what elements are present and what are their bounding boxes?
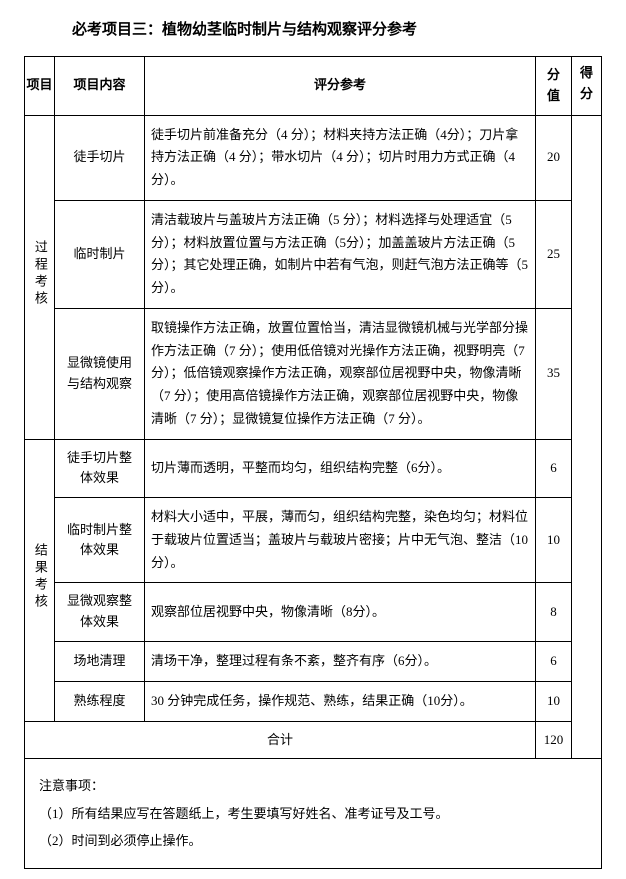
- detail-cell: 清洁载玻片与盖玻片方法正确（5 分）；材料选择与处理适宜（5 分）；材料放置位置…: [145, 200, 536, 308]
- detail-cell: 取镜操作方法正确，放置位置恰当，清洁显微镜机械与光学部分操作方法正确（7 分）；…: [145, 308, 536, 439]
- table-row: 熟练程度30 分钟完成任务，操作规范、熟练，结果正确（10分）。10: [25, 681, 602, 721]
- category-label: 结果考核: [29, 543, 50, 611]
- item-cell: 熟练程度: [55, 681, 145, 721]
- score-cell: 35: [536, 308, 572, 439]
- detail-cell: 切片薄而透明，平整而均匀，组织结构完整（6分）。: [145, 439, 536, 498]
- score-cell: 25: [536, 200, 572, 308]
- item-cell: 场地清理: [55, 642, 145, 682]
- table-row: 临时制片清洁载玻片与盖玻片方法正确（5 分）；材料选择与处理适宜（5 分）；材料…: [25, 200, 602, 308]
- item-cell: 显微镜使用与结构观察: [55, 308, 145, 439]
- detail-cell: 观察部位居视野中央，物像清晰（8分）。: [145, 583, 536, 642]
- detail-cell: 清场干净，整理过程有条不紊，整齐有序（6分）。: [145, 642, 536, 682]
- table-row: 过程考核徒手切片徒手切片前准备充分（4 分）；材料夹持方法正确（4分）；刀片拿持…: [25, 115, 602, 200]
- header-score2: 得分: [572, 57, 602, 116]
- score-cell: 6: [536, 642, 572, 682]
- detail-cell: 徒手切片前准备充分（4 分）；材料夹持方法正确（4分）；刀片拿持方法正确（4 分…: [145, 115, 536, 200]
- item-cell: 临时制片: [55, 200, 145, 308]
- category-cell: 结果考核: [25, 439, 55, 721]
- score-cell: 6: [536, 439, 572, 498]
- table-row: 场地清理清场干净，整理过程有条不紊，整齐有序（6分）。6: [25, 642, 602, 682]
- score-cell: 10: [536, 681, 572, 721]
- total-row: 合计120: [25, 721, 602, 759]
- total-label: 合计: [25, 721, 536, 759]
- detail-cell: 30 分钟完成任务，操作规范、熟练，结果正确（10分）。: [145, 681, 536, 721]
- header-score: 分值: [536, 57, 572, 116]
- item-cell: 临时制片整体效果: [55, 498, 145, 583]
- rubric-table: 项目 项目内容 评分参考 分值 得分 过程考核徒手切片徒手切片前准备充分（4 分…: [24, 56, 602, 759]
- page-title: 必考项目三：植物幼茎临时制片与结构观察评分参考: [24, 10, 602, 56]
- detail-cell: 材料大小适中，平展，薄而匀，组织结构完整，染色均匀；材料位于载玻片位置适当；盖玻…: [145, 498, 536, 583]
- table-row: 显微观察整体效果观察部位居视野中央，物像清晰（8分）。8: [25, 583, 602, 642]
- table-row: 显微镜使用与结构观察取镜操作方法正确，放置位置恰当，清洁显微镜机械与光学部分操作…: [25, 308, 602, 439]
- total-value: 120: [536, 721, 572, 759]
- table-row: 临时制片整体效果材料大小适中，平展，薄而匀，组织结构完整，染色均匀；材料位于载玻…: [25, 498, 602, 583]
- score-cell: 10: [536, 498, 572, 583]
- score-cell: 20: [536, 115, 572, 200]
- notes-section: 注意事项： （1）所有结果应写在答题纸上，考生要填写好姓名、准考证号及工号。（2…: [31, 766, 595, 860]
- category-cell: 过程考核: [25, 115, 55, 439]
- header-item: 项目内容: [55, 57, 145, 116]
- item-cell: 徒手切片整体效果: [55, 439, 145, 498]
- score-cell: 8: [536, 583, 572, 642]
- note-item: （1）所有结果应写在答题纸上，考生要填写好姓名、准考证号及工号。: [39, 800, 587, 827]
- category-label: 过程考核: [29, 240, 50, 308]
- table-row: 结果考核徒手切片整体效果切片薄而透明，平整而均匀，组织结构完整（6分）。6: [25, 439, 602, 498]
- note-item: （2）时间到必须停止操作。: [39, 827, 587, 854]
- score2-cell: [572, 115, 602, 759]
- item-cell: 徒手切片: [55, 115, 145, 200]
- notes-heading: 注意事项：: [39, 772, 587, 799]
- header-detail: 评分参考: [145, 57, 536, 116]
- item-cell: 显微观察整体效果: [55, 583, 145, 642]
- header-category: 项目: [25, 57, 55, 116]
